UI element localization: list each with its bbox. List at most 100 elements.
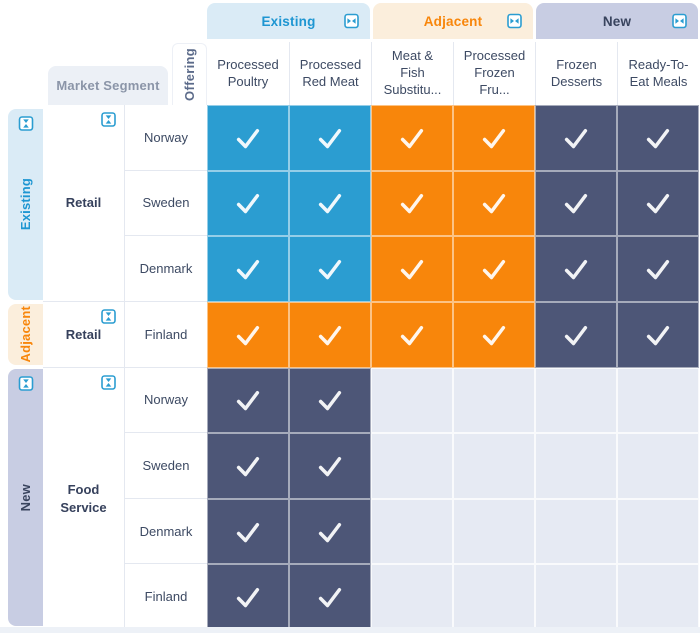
matrix-cell-checked[interactable] <box>207 301 289 368</box>
market-segment-axis-label: Market Segment <box>56 78 160 93</box>
segment-group-label: Existing <box>18 178 33 231</box>
matrix-cell-checked[interactable] <box>289 301 371 368</box>
offering-axis-label: Offering <box>182 48 197 101</box>
matrix-cell-empty[interactable] <box>371 564 453 630</box>
check-icon <box>318 194 342 214</box>
check-icon <box>318 391 342 411</box>
matrix-cell-checked[interactable] <box>207 433 289 499</box>
matrix-cell-empty[interactable] <box>617 367 699 434</box>
matrix-cell-checked[interactable] <box>207 105 289 171</box>
check-icon <box>646 325 670 345</box>
matrix-cell-checked[interactable] <box>207 498 289 565</box>
matrix-cell-checked[interactable] <box>289 170 371 237</box>
column-header[interactable]: Processed Frozen Fru... <box>453 42 535 105</box>
check-icon <box>318 522 342 542</box>
matrix-cell-checked[interactable] <box>617 105 699 171</box>
offering-axis-header: Offering <box>172 43 207 105</box>
matrix-cell-checked[interactable] <box>289 498 371 565</box>
matrix-cell-checked[interactable] <box>371 236 453 302</box>
check-icon <box>646 194 670 214</box>
row-header[interactable]: Norway <box>125 105 207 171</box>
column-header[interactable]: Processed Red Meat <box>289 42 371 105</box>
matrix-cell-checked[interactable] <box>207 236 289 302</box>
matrix-cell-empty[interactable] <box>617 433 699 499</box>
matrix-cell-checked[interactable] <box>371 170 453 237</box>
segment-label: Food Service <box>60 481 107 515</box>
collapse-rows-icon[interactable] <box>18 376 33 391</box>
row-header[interactable]: Denmark <box>125 499 207 565</box>
matrix-cell-checked[interactable] <box>207 367 289 434</box>
check-icon <box>564 194 588 214</box>
offering-group-label: New <box>602 13 632 29</box>
matrix-cell-checked[interactable] <box>289 564 371 630</box>
check-icon <box>236 588 260 608</box>
column-header[interactable]: Ready-To-Eat Meals <box>617 42 699 105</box>
matrix-cell-checked[interactable] <box>453 105 535 171</box>
matrix-cell-checked[interactable] <box>535 301 617 368</box>
matrix-cell-empty[interactable] <box>617 498 699 565</box>
matrix-cell-checked[interactable] <box>535 236 617 302</box>
row-header[interactable]: Sweden <box>125 433 207 499</box>
matrix-cell-empty[interactable] <box>453 433 535 499</box>
matrix-cell-checked[interactable] <box>289 236 371 302</box>
matrix-cell-empty[interactable] <box>617 564 699 630</box>
check-icon <box>236 522 260 542</box>
matrix-cell-empty[interactable] <box>535 564 617 630</box>
offering-group-existing: Existing <box>207 3 370 39</box>
check-icon <box>318 260 342 280</box>
segment-label: Retail <box>65 326 102 342</box>
matrix-cell-checked[interactable] <box>617 236 699 302</box>
matrix-cell-checked[interactable] <box>207 564 289 630</box>
segment-group-label: Adjacent <box>18 306 33 363</box>
matrix-cell-empty[interactable] <box>535 433 617 499</box>
collapse-columns-icon[interactable] <box>507 13 522 29</box>
matrix-cell-checked[interactable] <box>617 301 699 368</box>
matrix-cell-checked[interactable] <box>453 236 535 302</box>
matrix-cell-empty[interactable] <box>371 367 453 434</box>
column-header[interactable]: Meat & Fish Substitu... <box>371 42 453 105</box>
matrix-cell-empty[interactable] <box>453 367 535 434</box>
check-icon <box>482 325 506 345</box>
column-header[interactable]: Frozen Desserts <box>535 42 617 105</box>
row-header[interactable]: Finland <box>125 564 207 630</box>
matrix-cell-checked[interactable] <box>207 170 289 237</box>
collapse-columns-icon[interactable] <box>672 13 687 29</box>
matrix-cell-checked[interactable] <box>289 433 371 499</box>
collapse-rows-icon[interactable] <box>101 375 116 390</box>
matrix-cell-empty[interactable] <box>535 498 617 565</box>
horizontal-scrollbar-track[interactable] <box>0 627 700 633</box>
matrix-cell-checked[interactable] <box>617 170 699 237</box>
segment-cell-food-service-new[interactable]: Food Service <box>43 368 125 630</box>
matrix-cell-checked[interactable] <box>535 170 617 237</box>
collapse-rows-icon[interactable] <box>101 112 116 127</box>
check-icon <box>236 456 260 477</box>
segment-cell-retail-existing[interactable]: Retail <box>43 105 125 302</box>
matrix-cell-empty[interactable] <box>453 564 535 630</box>
matrix-cell-checked[interactable] <box>289 105 371 171</box>
matrix-cell-checked[interactable] <box>535 105 617 171</box>
collapse-rows-icon[interactable] <box>101 309 116 324</box>
column-header[interactable]: Processed Poultry <box>217 56 279 89</box>
matrix-cell-checked[interactable] <box>371 105 453 171</box>
check-icon <box>400 325 424 345</box>
matrix-cell-checked[interactable] <box>289 367 371 434</box>
row-header[interactable]: Sweden <box>125 171 207 237</box>
matrix-cell-checked[interactable] <box>453 301 535 368</box>
matrix-cell-checked[interactable] <box>371 301 453 368</box>
collapse-rows-icon[interactable] <box>18 116 33 131</box>
check-icon <box>236 260 260 280</box>
row-header[interactable]: Norway <box>125 368 207 434</box>
matrix-cell-empty[interactable] <box>453 498 535 565</box>
row-header[interactable]: Denmark <box>125 236 207 302</box>
row-header[interactable]: Finland <box>125 302 207 368</box>
segment-label: Retail <box>65 195 102 211</box>
matrix-cell-checked[interactable] <box>453 170 535 237</box>
check-icon <box>318 128 342 149</box>
matrix-cell-empty[interactable] <box>371 498 453 565</box>
matrix-cell-empty[interactable] <box>535 367 617 434</box>
check-icon <box>400 128 424 149</box>
segment-cell-retail-adjacent[interactable]: Retail <box>43 302 125 368</box>
collapse-columns-icon[interactable] <box>344 13 359 29</box>
check-icon <box>318 456 342 477</box>
matrix-cell-empty[interactable] <box>371 433 453 499</box>
